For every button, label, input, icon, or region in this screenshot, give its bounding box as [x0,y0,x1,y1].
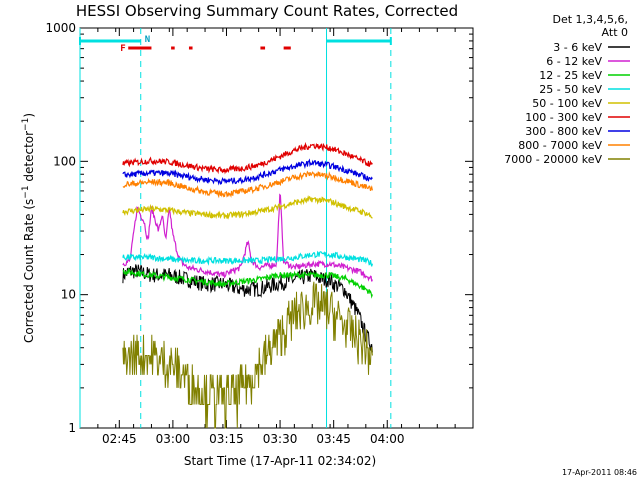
y-tick-label: 100 [53,154,76,168]
x-tick-label: 02:45 [102,432,137,446]
observing-flags: NF [79,28,392,428]
y-tick-label: 1000 [45,21,76,35]
y-tick-label: 10 [61,288,76,302]
x-tick-label: 03:15 [209,432,244,446]
series-line-300-800-keV [122,158,373,186]
chart-title: HESSI Observing Summary Count Rates, Cor… [76,2,458,20]
series-line-3-6-keV [122,264,373,353]
series-line-7000-20000-keV [122,281,373,429]
series-line-50-100-keV [122,194,373,220]
legend-label: 300 - 800 keV [525,125,602,138]
x-axis-label: Start Time (17-Apr-11 02:34:02) [184,454,376,468]
n-flag-label: N [145,35,150,45]
legend-label: 100 - 300 keV [525,111,602,124]
x-tick-label: 04:00 [370,432,405,446]
series-line-6-12-keV [122,193,373,282]
series-line-800-7000-keV [122,170,373,199]
legend-label: 3 - 6 keV [553,41,602,54]
f-flag-label: F [120,44,125,54]
series-line-25-50-keV [122,250,373,267]
y-tick-label: 1 [68,421,76,435]
y-axis-label: Corrected Count Rate (s−1 detector−1) [21,113,36,343]
series-line-12-25-keV [122,267,373,299]
series-group [122,141,373,429]
axis-ticks: 02:45 03:00 03:15 03:30 03:45 04:00 1 10 100 1000 [45,21,474,446]
legend-header-line-2: Att 0 [602,26,628,39]
x-tick-label: 03:45 [316,432,351,446]
legend-label: 12 - 25 keV [539,69,602,82]
series-line-100-300-keV [122,141,373,175]
legend-label: 50 - 100 keV [532,97,602,110]
legend-label: 6 - 12 keV [546,55,602,68]
x-tick-label: 03:30 [263,432,298,446]
legend-label: 25 - 50 keV [539,83,602,96]
legend-label: 800 - 7000 keV [518,139,602,152]
legend-label: 7000 - 20000 keV [504,153,602,166]
x-tick-label: 03:00 [156,432,191,446]
footer-timestamp: 17-Apr-2011 08:46 [562,468,637,477]
legend-header-line-1: Det 1,3,4,5,6, [552,13,628,26]
